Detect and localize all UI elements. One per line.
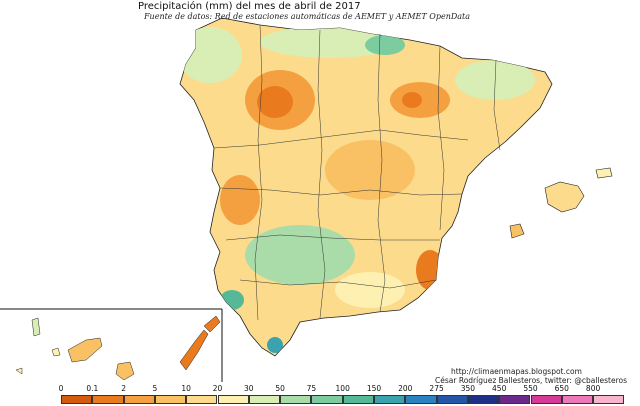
legend-swatch (311, 395, 343, 404)
legend-tick-label: 650 (554, 384, 569, 393)
legend-tick-label: 30 (244, 384, 254, 393)
legend-swatch (248, 395, 281, 404)
strait-wet-zone (267, 337, 283, 353)
lanzarote (203, 315, 221, 333)
legend-swatch (342, 395, 374, 404)
legend-tick-label: 450 (492, 384, 507, 393)
legend-swatch (61, 395, 93, 404)
galicia-wet-zone (180, 27, 242, 83)
gran-canaria (115, 361, 135, 381)
legend-tick-label: 100 (335, 384, 350, 393)
fuerteventura (179, 329, 209, 371)
legend-swatch (499, 395, 531, 404)
tenerife (67, 337, 103, 363)
legend-tick-label: 350 (460, 384, 476, 393)
legend-tick-label: 150 (366, 384, 382, 393)
southwest-wet-zone (220, 290, 244, 310)
legend-swatch (436, 395, 468, 404)
legend-swatch (561, 395, 594, 404)
legend-tick-label: 20 (212, 384, 223, 393)
extremadura-dry-zone (220, 175, 260, 225)
legend-swatch (217, 395, 249, 404)
ibiza (509, 223, 525, 239)
legend-swatch (186, 395, 218, 404)
legend-tick-label: 550 (523, 384, 538, 393)
legend-tick-label: 50 (275, 384, 285, 393)
hierro (15, 367, 23, 375)
legend-tick-label: 200 (398, 384, 413, 393)
legend-swatch (92, 395, 124, 404)
legend-swatch (405, 395, 437, 404)
canary-inset (0, 308, 223, 382)
data-source: Fuente de datos: Red de estaciones autom… (144, 12, 471, 21)
legend-tick-label: 10 (181, 384, 191, 393)
southeast-light-zone (335, 272, 405, 308)
legend-tick-label: 0.1 (86, 384, 99, 393)
andalucia-wet-zone (245, 225, 355, 285)
legend-swatch (467, 395, 500, 404)
basque-wet-zone (365, 35, 405, 55)
gomera (51, 347, 61, 357)
legend-tick-label: 5 (152, 384, 158, 393)
legend-swatch (530, 395, 562, 404)
credit-author: César Rodríguez Ballesteros, twitter: @c… (435, 376, 627, 385)
legend-swatch (280, 395, 312, 404)
map-title: Precipitación (mm) del mes de abril de 2… (138, 1, 361, 12)
leon-very-dry-zone (257, 86, 293, 118)
legend-tick-label: 800 (585, 384, 601, 393)
legend-swatch (123, 395, 155, 404)
central-dry-zone (325, 140, 415, 200)
legend-tick-label: 2 (121, 384, 126, 393)
legend-tick-label: 0 (58, 384, 64, 393)
balearic-islands (509, 167, 613, 239)
province-borders (213, 24, 501, 321)
la-palma (31, 317, 41, 337)
legend-tick-label: 75 (306, 384, 317, 393)
cantabria-wet-zone (260, 26, 400, 58)
legend-swatch (593, 395, 625, 404)
levante-dry-zone (416, 250, 444, 290)
legend-swatch (374, 395, 406, 404)
legend-tick-label: 275 (429, 384, 444, 393)
legend-swatch (154, 395, 187, 404)
mainland-spain (179, 17, 553, 357)
mallorca (544, 181, 585, 213)
credit-url[interactable]: http://climaenmapas.blogspot.com (451, 367, 582, 376)
menorca (595, 167, 613, 179)
ebro-very-dry-zone (402, 92, 422, 108)
